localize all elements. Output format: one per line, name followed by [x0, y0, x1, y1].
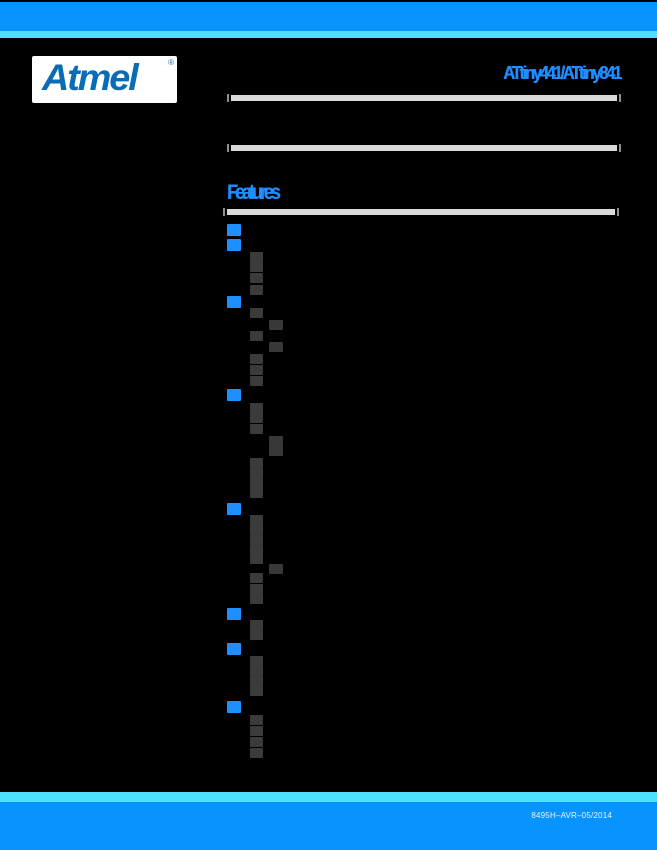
feature-subitem-blob: [250, 468, 263, 478]
feature-subitem-blob: [250, 515, 263, 525]
atmel-logo-text: Atmel: [42, 57, 139, 98]
feature-bullet-blob: [227, 224, 241, 236]
rule-right-cap: [617, 208, 619, 216]
feature-bullet-blob: [227, 608, 241, 620]
feature-subitem-blob: [269, 564, 283, 574]
feature-subitem-blob: [250, 273, 263, 283]
feature-subitem-blob: [250, 285, 263, 295]
feature-subitem-blob: [250, 554, 263, 564]
horizontal-rule-under-features: [223, 208, 619, 216]
feature-subitem-blob: [250, 666, 263, 676]
feature-subitem-blob: [250, 726, 263, 736]
feature-subitem-blob: [250, 573, 263, 583]
feature-bullet-blob: [227, 701, 241, 713]
feature-subitem-blob: [250, 676, 263, 686]
feature-subitem-blob: [250, 376, 263, 386]
feature-subitem-blob: [250, 262, 263, 272]
feature-subitem-blob: [250, 630, 263, 640]
header-cyan-strip: [0, 31, 657, 38]
feature-subitem-blob: [250, 331, 263, 341]
feature-subitem-blob: [269, 446, 283, 456]
document-title: ATtiny441/ATtiny841: [503, 63, 622, 83]
feature-bullet-blob: [227, 389, 241, 401]
feature-subitem-blob: [269, 436, 283, 446]
registered-trademark-icon: ®: [168, 58, 174, 67]
feature-subitem-blob: [250, 403, 263, 413]
feature-subitem-blob: [250, 488, 263, 498]
feature-subitem-blob: [250, 737, 263, 747]
horizontal-rule-top: [227, 94, 621, 102]
features-heading: Features: [227, 181, 281, 204]
feature-subitem-blob: [250, 354, 263, 364]
feature-bullet-blob: [227, 239, 241, 251]
horizontal-rule-middle: [227, 144, 621, 152]
feature-subitem-blob: [250, 458, 263, 468]
header-blue-bar: [0, 2, 657, 31]
feature-subitem-blob: [250, 545, 263, 555]
feature-subitem-blob: [250, 308, 263, 318]
feature-subitem-blob: [250, 424, 263, 434]
feature-bullet-blob: [227, 503, 241, 515]
feature-subitem-blob: [269, 320, 283, 330]
footer-blue-bar: 8495H–AVR–05/2014: [0, 802, 657, 850]
rule-left-cap: [223, 208, 225, 216]
rule-right-cap: [619, 144, 621, 152]
feature-bullet-blob: [227, 296, 241, 308]
feature-subitem-blob: [250, 535, 263, 545]
rule-left-cap: [227, 144, 229, 152]
feature-subitem-blob: [269, 342, 283, 352]
feature-subitem-blob: [250, 748, 263, 758]
feature-subitem-blob: [250, 478, 263, 488]
atmel-logo: Atmel ®: [32, 56, 177, 103]
feature-bullet-blob: [227, 643, 241, 655]
rule-left-cap: [227, 94, 229, 102]
feature-subitem-blob: [250, 656, 263, 666]
feature-subitem-blob: [250, 584, 263, 594]
document-number: 8495H–AVR–05/2014: [531, 811, 612, 820]
feature-subitem-blob: [250, 715, 263, 725]
feature-subitem-blob: [250, 413, 263, 423]
rule-right-cap: [619, 94, 621, 102]
feature-subitem-blob: [250, 525, 263, 535]
feature-subitem-blob: [250, 686, 263, 696]
feature-subitem-blob: [250, 365, 263, 375]
feature-subitem-blob: [250, 252, 263, 262]
feature-subitem-blob: [250, 620, 263, 630]
footer-cyan-strip: [0, 792, 657, 802]
feature-subitem-blob: [250, 594, 263, 604]
